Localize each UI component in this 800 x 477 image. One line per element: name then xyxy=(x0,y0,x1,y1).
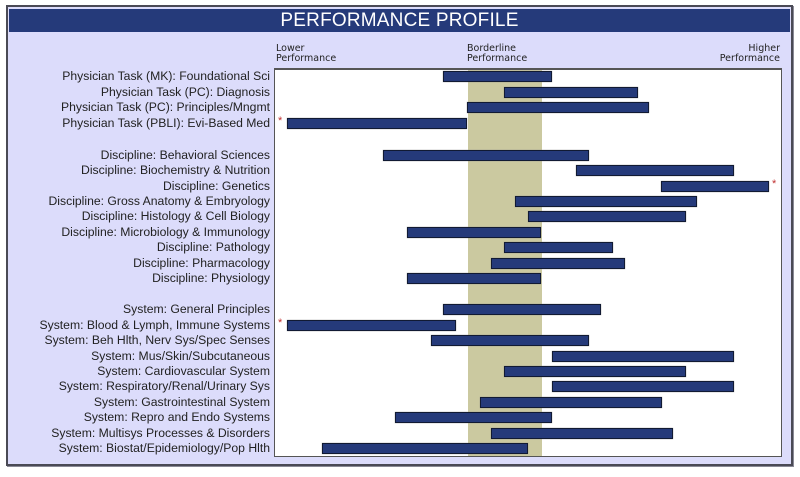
score-range-bar xyxy=(528,211,686,222)
row-label: Physician Task (PC): Principles/Mngmt xyxy=(60,100,270,114)
row-label: Discipline: Physiology xyxy=(152,271,270,285)
row-label: Discipline: Pathology xyxy=(156,240,270,254)
score-range-bar xyxy=(491,258,625,269)
row-label: Discipline: Microbiology & Immunology xyxy=(61,225,270,239)
page-title: PERFORMANCE PROFILE xyxy=(9,9,790,32)
row-label: Discipline: Behavioral Sciences xyxy=(100,148,270,162)
flag-asterisk-icon: * xyxy=(278,317,283,329)
score-range-bar xyxy=(515,196,697,207)
axis-label-lower-line2: Performance xyxy=(276,53,337,64)
score-range-bar xyxy=(407,227,541,238)
axis-label-higher-line2: Performance xyxy=(719,53,780,64)
row-label: Discipline: Biochemistry & Nutrition xyxy=(81,163,270,177)
row-label: System: Repro and Endo Systems xyxy=(83,410,270,424)
chart-plot-area: * * * xyxy=(274,68,782,457)
row-label: Physician Task (PBLI): Evi-Based Med xyxy=(62,116,270,130)
row-label: System: Biostat/Epidemiology/Pop Hlth xyxy=(58,441,270,455)
row-label: System: Beh Hlth, Nerv Sys/Spec Senses xyxy=(44,333,270,347)
score-range-bar xyxy=(443,71,552,82)
score-range-bar xyxy=(552,381,734,392)
score-range-bar xyxy=(407,273,541,284)
row-label: System: Cardiovascular System xyxy=(97,364,270,378)
score-range-bar xyxy=(395,412,552,423)
score-range-bar xyxy=(504,242,613,253)
flag-asterisk-icon: * xyxy=(772,178,777,190)
row-label: Discipline: Pharmacology xyxy=(133,256,270,270)
score-range-bar xyxy=(552,351,734,362)
axis-label-lower-line1: Lower xyxy=(276,43,305,54)
score-range-bar xyxy=(504,87,638,98)
row-label: System: Mus/Skin/Subcutaneous xyxy=(91,349,270,363)
row-label: Physician Task (PC): Diagnosis xyxy=(100,85,270,99)
axis-label-higher-line1: Higher xyxy=(748,43,780,54)
score-range-bar xyxy=(383,150,589,161)
axis-label-borderline-line1: Borderline xyxy=(467,43,516,54)
axis-label-higher: Higher Performance xyxy=(720,44,780,64)
row-label: System: Gastrointestinal System xyxy=(93,395,270,409)
score-range-bar xyxy=(431,335,589,346)
score-range-bar xyxy=(576,165,734,176)
axis-label-borderline-line2: Performance xyxy=(467,53,528,64)
score-range-bar xyxy=(661,181,769,192)
row-label: System: Multisys Processes & Disorders xyxy=(51,426,270,440)
row-label: Discipline: Gross Anatomy & Embryology xyxy=(48,194,271,208)
axis-label-lower: Lower Performance xyxy=(276,44,336,64)
row-label: Physician Task (MK): Foundational Sci xyxy=(62,69,270,83)
score-range-bar xyxy=(287,118,467,129)
score-range-bar xyxy=(504,366,686,377)
score-range-bar xyxy=(287,320,456,331)
score-range-bar xyxy=(480,397,662,408)
row-label: System: Respiratory/Renal/Urinary Sys xyxy=(58,379,270,393)
row-label: System: General Principles xyxy=(123,302,270,316)
score-range-bar xyxy=(443,304,601,315)
axis-label-borderline: Borderline Performance xyxy=(467,44,527,64)
row-label: Discipline: Genetics xyxy=(162,179,270,193)
row-label: System: Blood & Lymph, Immune Systems xyxy=(39,318,270,332)
flag-asterisk-icon: * xyxy=(278,115,283,127)
score-range-bar xyxy=(491,428,673,439)
row-label: Discipline: Histology & Cell Biology xyxy=(81,209,270,223)
score-range-bar xyxy=(322,443,528,454)
score-range-bar xyxy=(467,102,649,113)
